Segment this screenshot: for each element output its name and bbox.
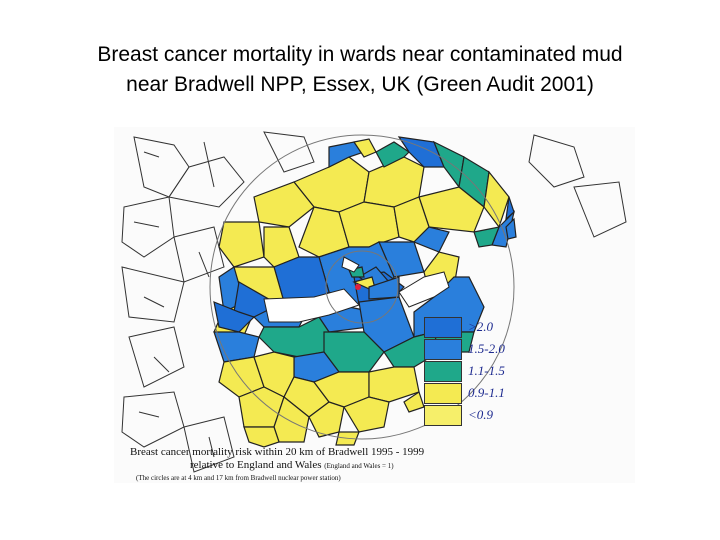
legend-label: 1.1-1.5 bbox=[468, 363, 505, 378]
legend-label: >2.0 bbox=[468, 319, 494, 334]
ward-region bbox=[338, 201, 400, 248]
ward-map bbox=[114, 127, 635, 483]
legend-row: <0.9 bbox=[424, 405, 514, 427]
legend-swatch bbox=[424, 361, 462, 382]
ward-region bbox=[473, 226, 500, 248]
caption-line-2-note: (England and Wales = 1) bbox=[324, 462, 394, 470]
title-line-1: Breast cancer mortality in wards near co… bbox=[97, 43, 623, 66]
ward-region bbox=[308, 401, 345, 438]
legend-row: 1.1-1.5 bbox=[424, 361, 514, 383]
ward-region bbox=[412, 226, 450, 253]
ward-region bbox=[505, 217, 517, 240]
ward-region bbox=[375, 141, 410, 168]
legend-swatch bbox=[424, 317, 462, 338]
ward-region bbox=[343, 396, 390, 433]
ward-region bbox=[213, 301, 256, 333]
legend-swatch bbox=[424, 339, 462, 360]
ward-region bbox=[505, 196, 515, 221]
caption-line-2-text: relative to England and Wales bbox=[190, 459, 322, 471]
bradwell-site-marker bbox=[355, 284, 361, 290]
ward-region bbox=[368, 276, 400, 300]
ward-region bbox=[328, 141, 366, 168]
legend-row: 0.9-1.1 bbox=[424, 383, 514, 405]
ward-region bbox=[253, 181, 315, 228]
legend-swatch bbox=[424, 383, 462, 404]
map-caption: Breast cancer mortality risk within 20 k… bbox=[130, 446, 430, 483]
estuary-water bbox=[263, 256, 450, 323]
ward-region bbox=[218, 221, 265, 268]
caption-line-1: Breast cancer mortality risk within 20 k… bbox=[130, 446, 425, 458]
caption-line-3: (The circles are at 4 km and 17 km from … bbox=[136, 474, 341, 482]
title-line-2: near Bradwell NPP, Essex, UK (Green Audi… bbox=[126, 73, 594, 96]
ward-region bbox=[397, 136, 445, 168]
caption-line-2: relative to England and Wales (England a… bbox=[130, 459, 430, 473]
map-legend: >2.0 1.5-2.0 1.1-1.5 0.9-1.1 <0.9 bbox=[424, 317, 514, 427]
legend-row: 1.5-2.0 bbox=[424, 339, 514, 361]
outer-circle bbox=[209, 134, 515, 440]
legend-label: 1.5-2.0 bbox=[468, 341, 505, 356]
distance-circles bbox=[209, 134, 515, 440]
ward-region bbox=[213, 331, 260, 363]
legend-row: >2.0 bbox=[424, 317, 514, 339]
legend-swatch bbox=[424, 405, 462, 426]
legend-label: <0.9 bbox=[468, 407, 494, 422]
legend-label: 0.9-1.1 bbox=[468, 385, 505, 400]
slide-title: Breast cancer mortality in wards near co… bbox=[20, 40, 700, 100]
outer-ward-boundaries bbox=[121, 131, 627, 473]
map-canvas bbox=[121, 131, 627, 473]
ward-region bbox=[243, 426, 280, 448]
inner-circle bbox=[325, 250, 399, 324]
ward-region bbox=[483, 170, 510, 229]
